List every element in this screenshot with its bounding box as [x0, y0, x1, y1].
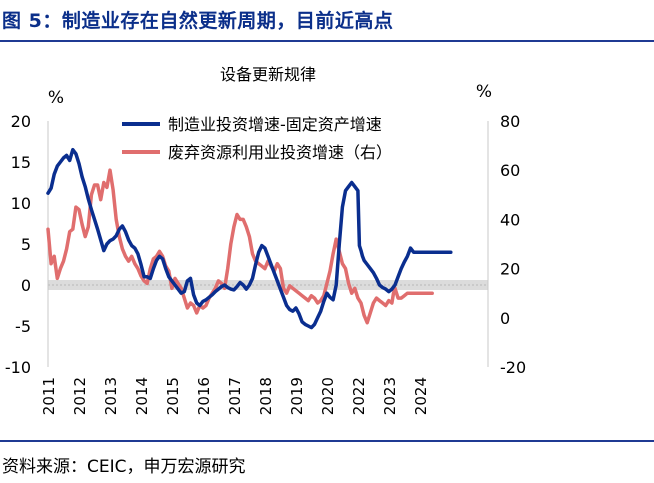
legend-label-manufacturing: 制造业投资增速-固定资产增速	[168, 115, 382, 134]
title-rule	[0, 40, 654, 42]
series-line-manufacturing	[46, 147, 453, 330]
right-axis-unit: %	[476, 82, 492, 102]
left-tick-label: -5	[15, 317, 31, 336]
legend: 制造业投资增速-固定资产增速 废弃资源利用业投资增速（右）	[122, 115, 392, 162]
x-tick-label: 2016	[195, 377, 213, 415]
x-tick-label: 2011	[40, 377, 58, 415]
x-tick-label: 2020	[319, 377, 337, 415]
x-tick-label: 2013	[102, 377, 120, 415]
left-tick-label: 10	[11, 194, 31, 213]
x-tick-label: 2015	[164, 377, 182, 415]
right-tick-label: 40	[500, 210, 520, 229]
left-tick-label: 20	[11, 112, 31, 131]
figure-title: 图 5：制造业存在自然更新周期，目前近高点	[2, 10, 394, 32]
right-tick-label: 80	[500, 112, 520, 131]
right-tick-label: -20	[500, 358, 526, 377]
chart-title: 设备更新规律	[220, 65, 316, 84]
legend-label-waste: 废弃资源利用业投资增速（右）	[168, 143, 392, 162]
right-tick-label: 20	[500, 260, 520, 279]
x-tick-label: 2018	[257, 377, 275, 415]
series-line-waste	[46, 168, 434, 325]
x-tick-label: 2014	[133, 377, 151, 415]
x-tick-label: 2022	[350, 377, 368, 415]
right-tick-label: 0	[500, 309, 510, 328]
x-tick-label: 2024	[412, 377, 430, 415]
left-tick-label: 0	[21, 276, 31, 295]
x-tick-label: 2023	[381, 377, 399, 415]
left-tick-label: -10	[5, 358, 31, 377]
left-tick-label: 5	[21, 235, 31, 254]
left-axis-unit: %	[48, 88, 64, 108]
x-tick-label: 2012	[71, 377, 89, 415]
right-tick-label: 60	[500, 161, 520, 180]
x-tick-label: 2017	[226, 377, 244, 415]
source-note: 资料来源：CEIC，申万宏源研究	[2, 457, 246, 477]
left-tick-label: 15	[11, 153, 31, 172]
x-tick-label: 2019	[288, 377, 306, 415]
source-rule	[0, 440, 654, 442]
